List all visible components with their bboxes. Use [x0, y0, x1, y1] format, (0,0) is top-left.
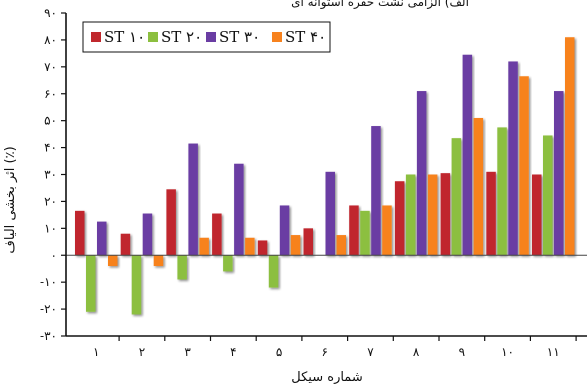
bar: [486, 171, 496, 256]
bar: [86, 255, 96, 312]
legend: ST ۱۰ ST ۲۰ ST ۳۰ ST ۴۰: [82, 21, 331, 53]
x-tick-label: ۷: [367, 345, 374, 359]
bar: [405, 174, 416, 256]
bar: [508, 61, 518, 256]
y-tick-label: ۷۰: [44, 60, 57, 74]
bar: [268, 255, 279, 288]
legend-swatch: [206, 32, 216, 42]
y-tick-label: -۱۰: [40, 275, 57, 289]
legend-swatch: [148, 32, 158, 42]
bar: [177, 255, 187, 280]
bar: [440, 173, 451, 256]
legend-label: ST ۴۰: [285, 28, 326, 46]
bar: [497, 127, 507, 256]
bar: [360, 210, 370, 256]
bar: [394, 181, 405, 256]
bar: [565, 37, 575, 256]
bar: [290, 235, 301, 256]
legend-label: ST ۳۰: [219, 28, 260, 46]
bar: [142, 213, 153, 256]
bar: [462, 54, 473, 256]
bar: [166, 189, 176, 256]
bar: [336, 235, 346, 256]
bar: [371, 126, 381, 256]
bar: [131, 255, 142, 315]
bar-series-group: [75, 37, 575, 315]
bar: [325, 171, 335, 256]
x-tick-label: ۵: [276, 345, 282, 359]
x-tick-label: ۱۰: [501, 345, 514, 359]
y-tick-label: ۳۰: [44, 168, 57, 182]
x-axis-ticks: ۱ ۲ ۳ ۴ ۵ ۶ ۷ ۸ ۹ ۱۰ ۱۱: [93, 336, 577, 359]
x-tick-label: ۲: [139, 345, 145, 359]
x-tick-label: ۸: [413, 345, 420, 359]
y-tick-label: -۲۰: [40, 302, 57, 316]
bar: [279, 205, 290, 256]
x-tick-label: ۳: [184, 345, 191, 359]
legend-label: ST ۲۰: [161, 28, 202, 46]
x-tick-label: ۴: [230, 345, 236, 359]
bar: [234, 163, 244, 256]
y-tick-label: ۶۰: [44, 87, 57, 101]
bar: [416, 91, 427, 256]
bar: [257, 240, 268, 256]
bar: [349, 205, 359, 256]
bar: [382, 205, 392, 256]
y-tick-label: -۳۰: [40, 329, 57, 343]
bar: [223, 255, 233, 272]
bar: [97, 221, 107, 256]
y-tick-label: ۲۰: [44, 194, 57, 208]
y-tick-label: ۱۰: [44, 221, 57, 235]
x-axis-label: شماره سیکل: [291, 370, 362, 385]
bar: [554, 91, 564, 256]
legend-swatch: [272, 32, 282, 42]
x-tick-label: ۶: [322, 345, 328, 359]
y-axis-label: اثر بخشی الیاف (٪): [3, 146, 18, 253]
bar: [543, 135, 553, 256]
chart-title: الف) الزامی نشت حفره استوانه ای: [291, 0, 469, 10]
bar: [245, 237, 255, 256]
bar: [108, 255, 118, 267]
bar: [451, 138, 462, 256]
x-tick-label: ۱۱: [547, 345, 560, 359]
bar: [75, 210, 85, 256]
bar: [120, 233, 131, 256]
bar: [473, 117, 484, 256]
bar: [212, 213, 222, 256]
bar: [199, 237, 209, 256]
y-axis-ticks: ۹۰ ۸۰ ۷۰ ۶۰ ۵۰ ۴۰ ۳۰ ۲۰ ۱۰ ۰ -۱۰ -۲۰ -۳۰: [40, 6, 66, 343]
bar: [532, 174, 542, 256]
bar: [519, 76, 529, 256]
bar: [303, 228, 313, 256]
bar: [188, 143, 198, 256]
y-tick-label: ۴۰: [44, 141, 57, 155]
y-tick-label: ۸۰: [44, 33, 57, 47]
y-tick-label: ۹۰: [44, 6, 57, 20]
legend-swatch: [91, 32, 101, 42]
x-tick-label: ۱: [93, 345, 99, 359]
y-tick-label: ۰: [51, 248, 57, 262]
y-tick-label: ۵۰: [44, 114, 57, 128]
bar: [153, 255, 164, 267]
x-tick-label: ۹: [459, 345, 465, 359]
bar: [427, 174, 438, 256]
legend-label: ST ۱۰: [104, 28, 145, 46]
